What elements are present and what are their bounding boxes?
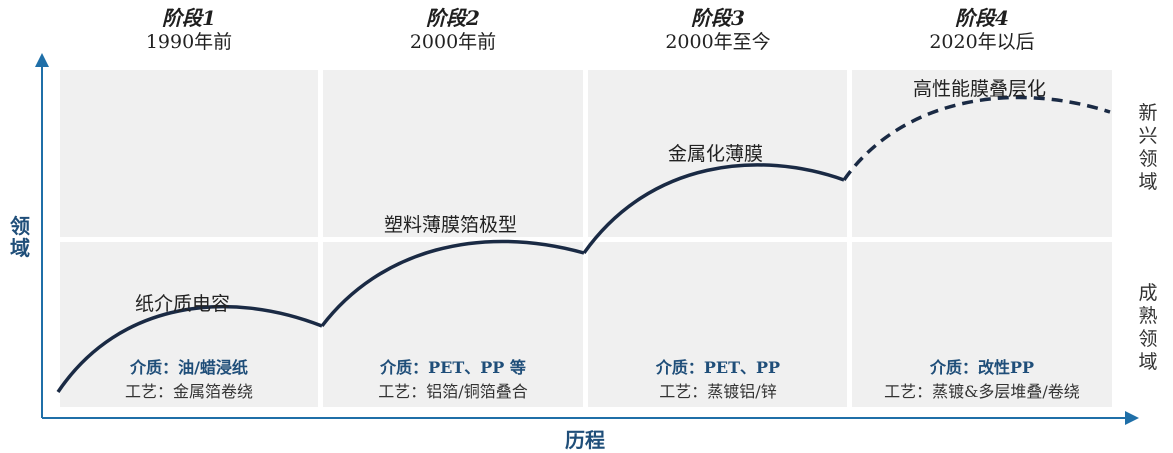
stage-period: 2020年以后 — [929, 31, 1035, 53]
row-label-emerging: 新兴领域 — [1138, 102, 1158, 193]
curve-stage-3 — [582, 163, 845, 255]
material-note-2: 介质：PET、PP 等 工艺：铝箔/铜箔叠合 — [321, 356, 585, 404]
stage-name: 阶段4 — [955, 6, 1009, 30]
stage-name: 阶段2 — [426, 6, 480, 30]
medium-text: 介质：油/蜡浸纸 — [130, 358, 248, 377]
grid-cell-emerging-4 — [852, 70, 1112, 237]
stage-header-3: 阶段3 2000年至今 — [586, 6, 850, 54]
curve-stage-2 — [320, 239, 585, 328]
stage-period: 1990年前 — [145, 31, 233, 53]
stage-name: 阶段1 — [162, 6, 216, 30]
curve-stage-1 — [56, 304, 323, 393]
process-text: 工艺：蒸镀&多层堆叠/卷绕 — [884, 382, 1080, 401]
grid-cell-mature-1 — [60, 242, 318, 407]
material-note-1: 介质：油/蜡浸纸 工艺：金属箔卷绕 — [57, 356, 321, 404]
stage-header-4: 阶段4 2020年以后 — [850, 6, 1114, 54]
stage-period: 2000年前 — [409, 31, 497, 53]
stage-name: 阶段3 — [691, 6, 745, 30]
grid-cell-emerging-1 — [60, 70, 318, 237]
y-axis-title: 领域 — [10, 214, 30, 260]
row-label-mature: 成熟领域 — [1138, 282, 1158, 373]
medium-text: 介质：PET、PP — [655, 358, 781, 377]
curve-label-3: 金属化薄膜 — [668, 143, 764, 165]
curve-label-2: 塑料薄膜箔极型 — [384, 214, 518, 236]
curve-label-4: 高性能膜叠层化 — [913, 78, 1047, 100]
stage-period: 2000年至今 — [665, 31, 771, 53]
curve-stage-4 — [842, 95, 1111, 182]
material-note-3: 介质：PET、PP 工艺：蒸镀铝/锌 — [586, 356, 850, 404]
stage-header-2: 阶段2 2000年前 — [321, 6, 585, 54]
process-text: 工艺：金属箔卷绕 — [124, 382, 253, 401]
material-note-4: 介质：改性PP 工艺：蒸镀&多层堆叠/卷绕 — [850, 356, 1114, 404]
process-text: 工艺：蒸镀铝/锌 — [659, 382, 777, 401]
grid-cell-mature-2 — [323, 242, 583, 407]
grid-cell-emerging-2 — [323, 70, 583, 237]
medium-text: 介质：改性PP — [929, 358, 1035, 377]
stage-header-1: 阶段1 1990年前 — [57, 6, 321, 54]
curve-label-1: 纸介质电容 — [135, 293, 231, 315]
process-text: 工艺：铝箔/铜箔叠合 — [378, 382, 528, 401]
grid-cell-mature-3 — [588, 242, 847, 407]
grid-cell-emerging-3 — [588, 70, 847, 237]
grid-cell-mature-4 — [852, 242, 1112, 407]
x-axis-title: 历程 — [565, 428, 605, 452]
medium-text: 介质：PET、PP 等 — [380, 358, 526, 377]
